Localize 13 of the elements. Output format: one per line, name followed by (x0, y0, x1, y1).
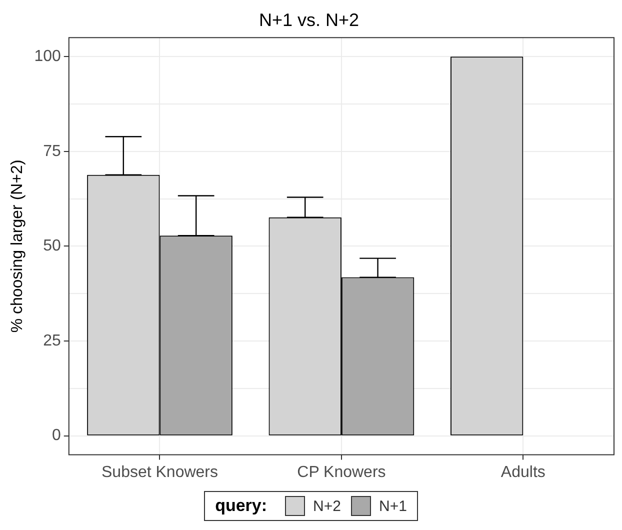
legend-title: query: (215, 496, 268, 516)
y-tick-label: 75 (43, 142, 61, 160)
x-tick-label: CP Knowers (297, 464, 386, 481)
y-tick-label: 50 (43, 238, 61, 255)
y-tick-label: 100 (34, 48, 61, 65)
chart-title: N+1 vs. N+2 (258, 10, 360, 30)
y-tick-label: 25 (43, 332, 61, 350)
y-tick-label: 0 (52, 427, 61, 444)
legend-label: N+1 (378, 498, 407, 514)
x-tick-label: Adults (500, 464, 546, 481)
legend-label: N+2 (313, 498, 341, 514)
x-tick-label: Subset Knowers (101, 464, 218, 481)
y-axis-title: % choosing larger (N+2) (9, 160, 26, 333)
